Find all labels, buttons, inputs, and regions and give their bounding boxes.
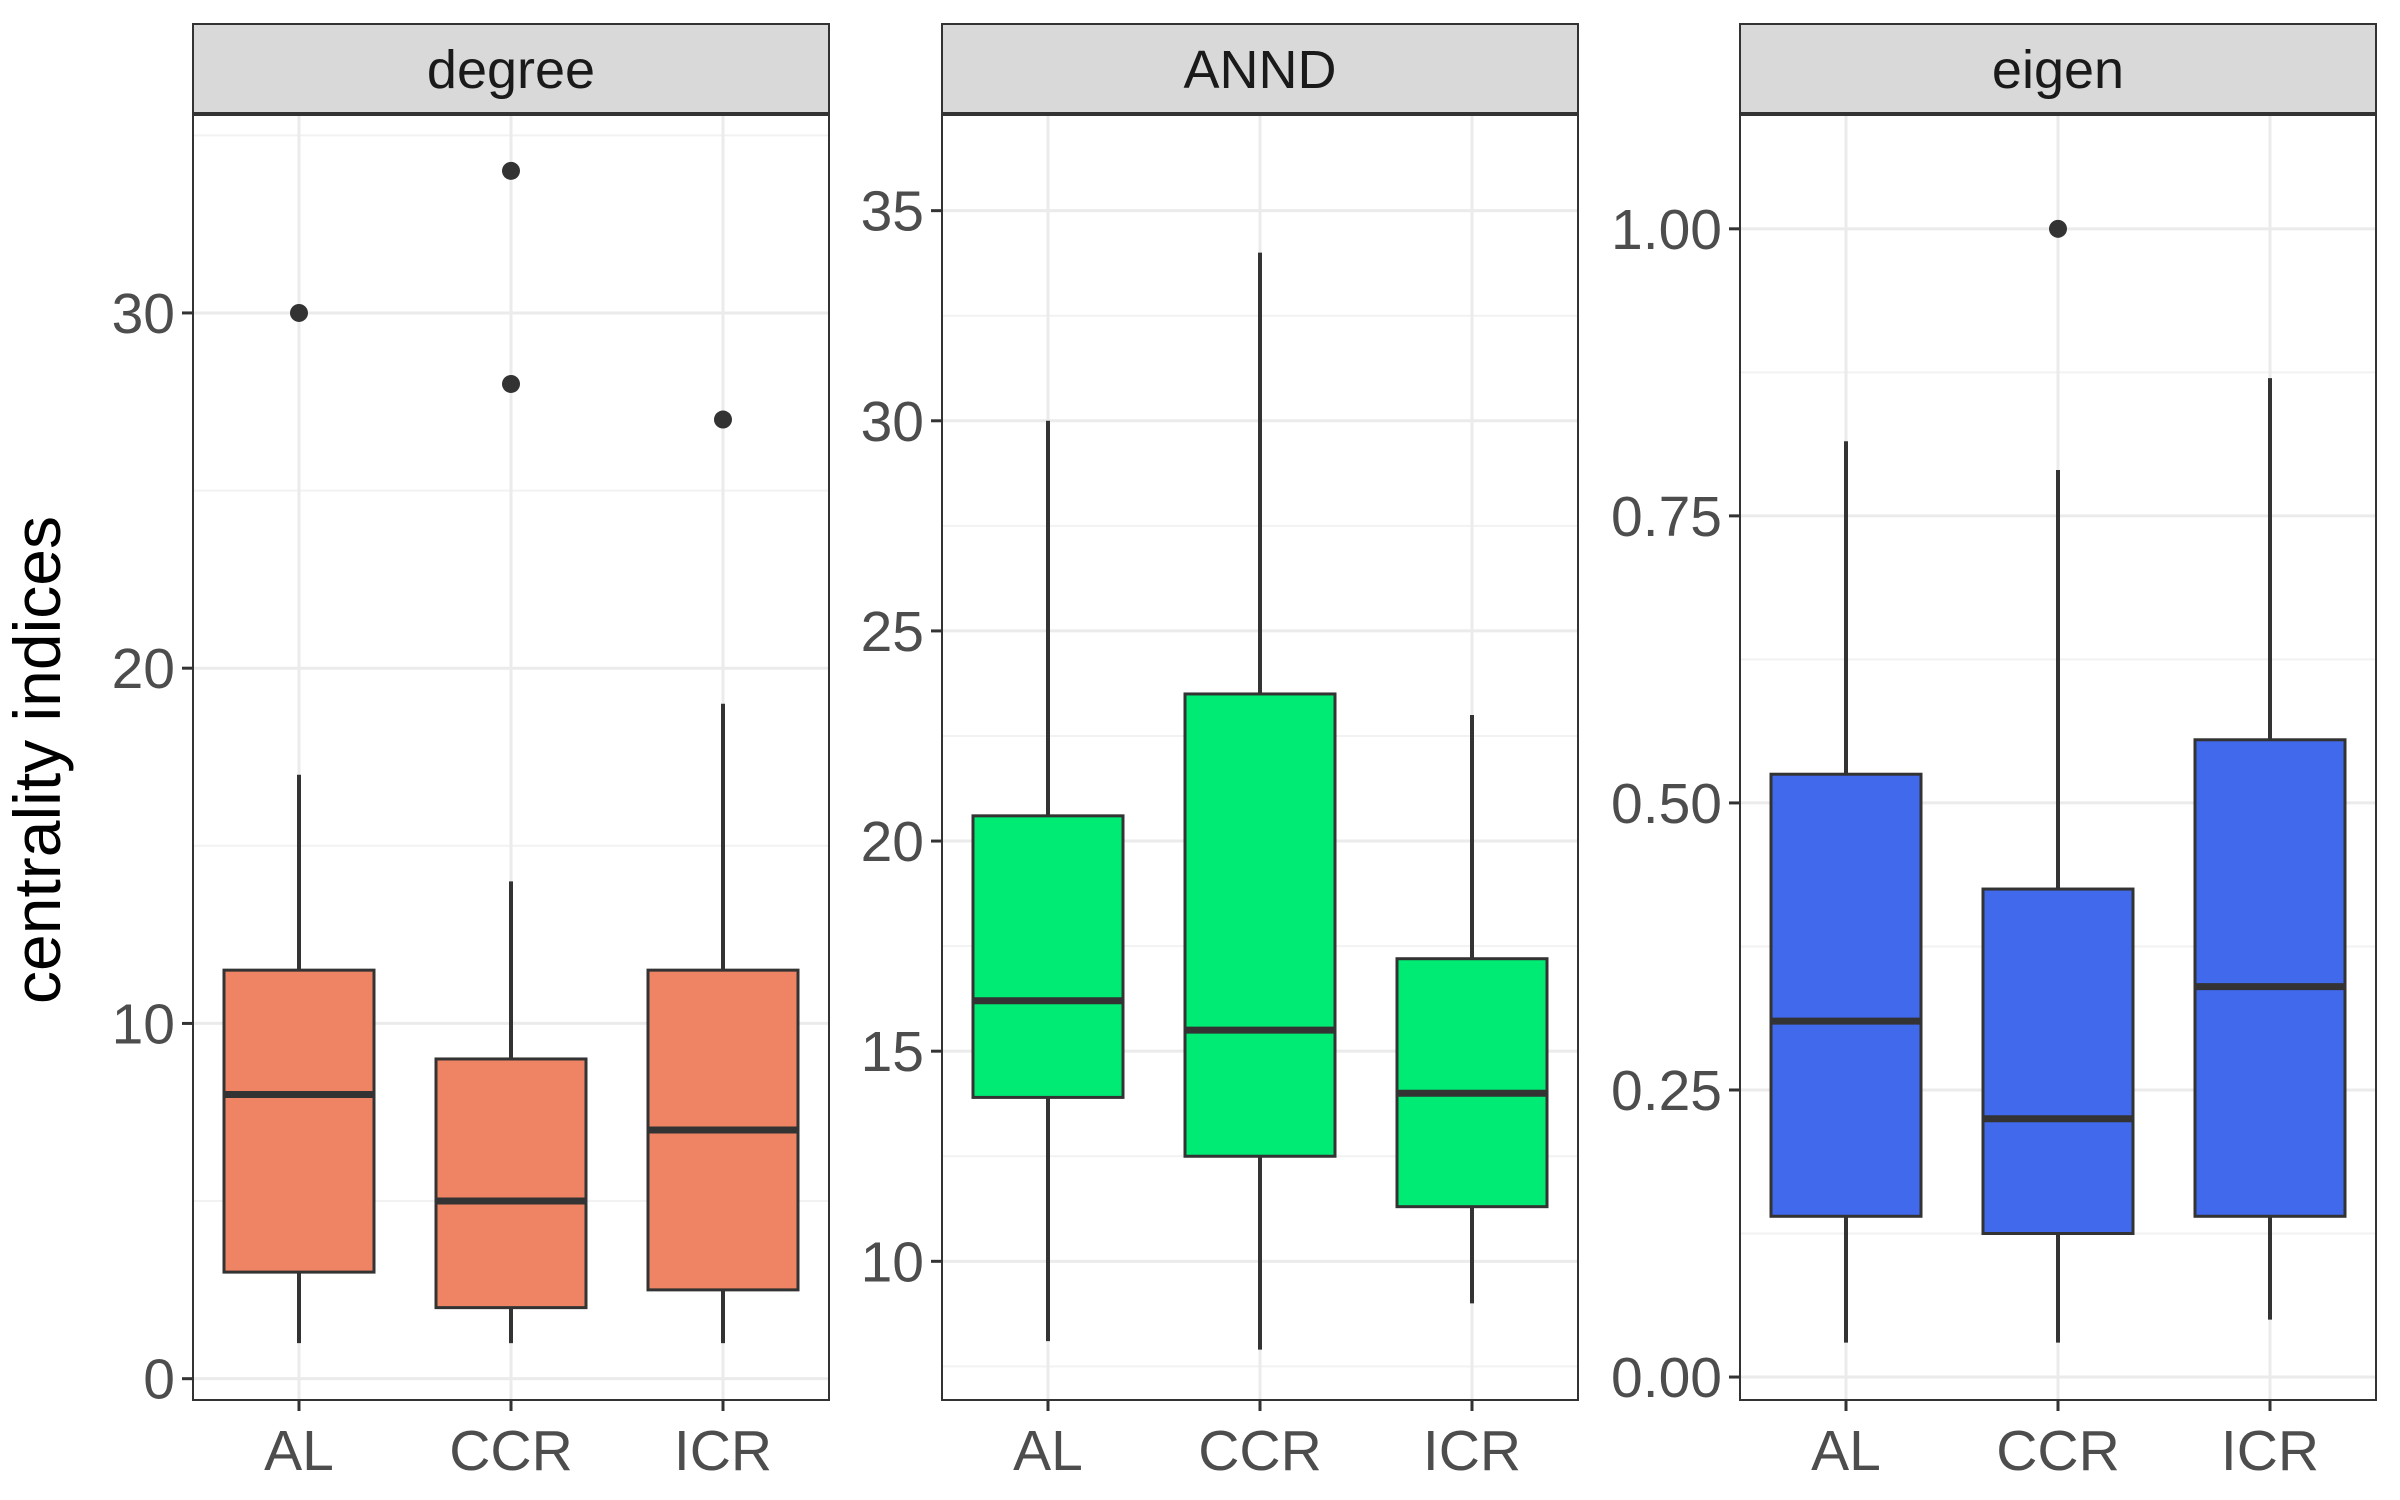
facet-strip (941, 23, 1579, 115)
facet-strip (192, 23, 830, 115)
box-iqr (1183, 692, 1337, 1158)
box-CCR (1981, 219, 2135, 1343)
facet-strip-label: degree (427, 40, 595, 100)
box-AL (971, 420, 1125, 1342)
facet-strip-label: eigen (1992, 40, 2124, 100)
x-tick-label: CCR (1996, 1419, 2120, 1483)
x-tick-label: CCR (1198, 1419, 1322, 1483)
facet-strip (1739, 23, 2377, 115)
box-AL (222, 303, 376, 1344)
x-tick-label: ICR (2221, 1419, 2319, 1483)
box-ICR (1395, 714, 1549, 1304)
box-iqr (434, 1057, 588, 1310)
box-ICR (646, 410, 800, 1344)
outlier-point (290, 303, 308, 322)
y-tick-label: 25 (861, 600, 924, 664)
outlier-point (2049, 219, 2067, 238)
y-tick-label: 0 (143, 1348, 175, 1412)
box-iqr (1395, 957, 1549, 1209)
panel-eigen: eigen 0.00 0.25 0.50 0.75 1.00 AL CCR ICR (1611, 23, 2377, 1483)
y-tick-label: 30 (861, 390, 924, 454)
outlier-point (714, 410, 732, 429)
y-tick-label: 15 (861, 1020, 924, 1084)
y-tick-label: 0.50 (1611, 772, 1722, 836)
x-tick-label: AL (1811, 1419, 1881, 1483)
x-tick-label: ICR (1423, 1419, 1521, 1483)
box-CCR (1183, 252, 1337, 1350)
y-axis-label: centrality indices (0, 516, 74, 1004)
panel-degree: degree 0 10 20 30 AL CCR ICR (112, 23, 830, 1483)
y-tick-label: 10 (112, 992, 175, 1056)
x-tick-label: AL (264, 1419, 334, 1483)
y-tick-label: 30 (112, 282, 175, 346)
box-iqr (1981, 887, 2135, 1236)
outlier-point (502, 374, 520, 393)
outlier-point (502, 161, 520, 180)
facet-strip-label: ANND (1183, 40, 1336, 100)
box-iqr (971, 814, 1125, 1099)
y-tick-label: 0.00 (1611, 1346, 1722, 1410)
box-iqr (222, 968, 376, 1274)
x-tick-label: CCR (449, 1419, 573, 1483)
y-tick-label: 10 (861, 1230, 924, 1294)
y-tick-label: 20 (112, 637, 175, 701)
y-tick-label: 35 (861, 180, 924, 244)
box-iqr (1769, 772, 1923, 1218)
box-iqr (2193, 738, 2347, 1218)
x-tick-label: ICR (674, 1419, 772, 1483)
y-tick-label: 20 (861, 810, 924, 874)
y-tick-label: 0.75 (1611, 485, 1722, 549)
box-CCR (434, 161, 588, 1344)
x-tick-label: AL (1013, 1419, 1083, 1483)
y-tick-label: 1.00 (1611, 198, 1722, 262)
panel-ANND: ANND 10 15 20 25 30 35 AL CCR ICR (861, 23, 1579, 1483)
box-AL (1769, 441, 1923, 1343)
facet-panels: degree 0 10 20 30 AL CCR ICR ANND 10 15 20 25 30 35 AL C… (112, 23, 2377, 1483)
y-tick-label: 0.25 (1611, 1059, 1722, 1123)
box-ICR (2193, 378, 2347, 1320)
